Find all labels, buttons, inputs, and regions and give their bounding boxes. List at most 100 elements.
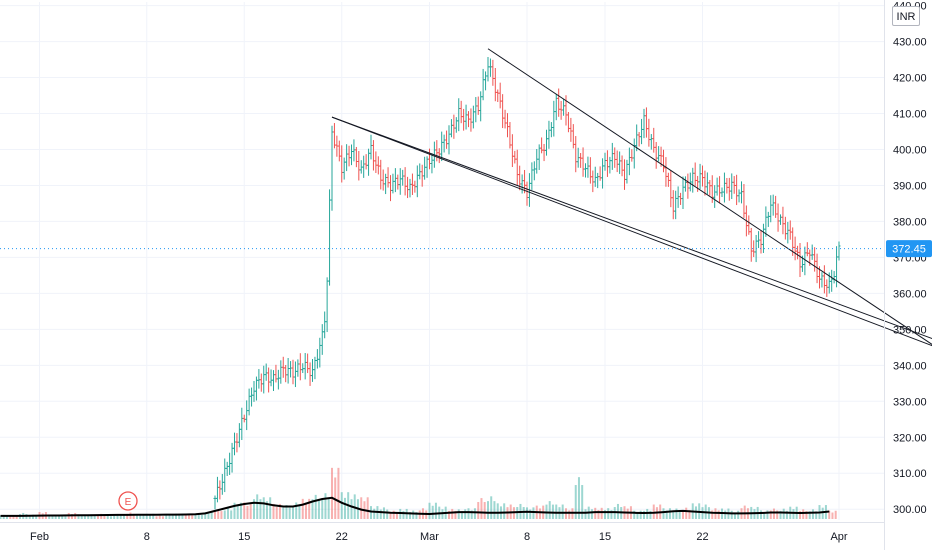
earnings-marker-label: E [125, 497, 132, 508]
time-tick-label: Mar [420, 531, 439, 543]
volume-bar [601, 508, 603, 519]
volume-bar [555, 505, 557, 519]
volume-bar [802, 509, 804, 519]
volume-bar [370, 506, 372, 519]
volume-bar [812, 509, 814, 519]
volume-bar [737, 511, 739, 519]
volume-bar [792, 509, 794, 519]
volume-bar [289, 508, 291, 519]
volume-bar [337, 468, 339, 519]
volume-bar [220, 511, 222, 519]
volume-bar [64, 516, 66, 519]
price-tick-label: 420.00 [893, 73, 927, 85]
time-axis[interactable]: Feb 8 15 22 Mar 8 15 22 Apr [30, 531, 848, 543]
price-tick-label: 410.00 [893, 109, 927, 121]
volume-bar [269, 497, 271, 519]
volume-bar [458, 509, 460, 519]
trendline-upper-2[interactable] [488, 49, 932, 348]
volume-bar [58, 516, 60, 519]
price-tick-label: 400.00 [893, 144, 927, 156]
volume-bar [581, 485, 583, 519]
volume-bar [211, 512, 213, 519]
volume-bar [432, 506, 434, 519]
time-tick-label: 8 [144, 531, 150, 543]
volume-bar [718, 510, 720, 519]
volume-bar [318, 499, 320, 519]
currency-badge[interactable]: INR [892, 6, 920, 26]
volume-bar [367, 497, 369, 519]
volume-bar [292, 506, 294, 519]
volume-bar [503, 503, 505, 519]
earnings-marker[interactable]: E [119, 492, 137, 510]
volume-bar [484, 502, 486, 519]
volume-bar [237, 506, 239, 519]
volume-bar [162, 516, 164, 519]
volume-bar [373, 509, 375, 519]
price-tick-label: 390.00 [893, 180, 927, 192]
price-tick-label: 380.00 [893, 216, 927, 228]
last-price-badge: 372.45 [886, 240, 932, 257]
volume-bar [250, 503, 252, 520]
volume-bar [230, 510, 232, 519]
volume-bar [575, 485, 577, 519]
volume-bar [591, 509, 593, 519]
volume-bar [315, 495, 317, 519]
volume-bar [298, 506, 300, 519]
volume-bar [731, 511, 733, 519]
volume-bar [185, 515, 187, 519]
volume-bar [324, 493, 326, 519]
trendline-layer[interactable] [332, 49, 932, 348]
volume-bar [207, 514, 209, 519]
volume-bar [669, 508, 671, 519]
volume-bar [532, 507, 534, 519]
time-tick-label: 22 [696, 531, 708, 543]
volume-bar [468, 508, 470, 519]
volume-bar [477, 502, 479, 519]
volume-bar [224, 510, 226, 519]
price-tick-label: 360.00 [893, 288, 927, 300]
price-tick-label: 430.00 [893, 37, 927, 49]
volume-bar [497, 503, 499, 519]
time-tick-label: Feb [30, 531, 49, 543]
time-tick-label: 15 [599, 531, 611, 543]
time-tick-label: 15 [238, 531, 250, 543]
volume-bar [113, 516, 115, 519]
volume-bar [474, 508, 476, 519]
volume-bar [783, 509, 785, 519]
volume-bar [107, 516, 109, 519]
volume-bar [195, 515, 197, 519]
price-tick-label: 350.00 [893, 324, 927, 336]
volume-bar [822, 508, 824, 519]
volume-bar [435, 503, 437, 519]
volume-bar [110, 516, 112, 519]
volume-bar [493, 501, 495, 519]
volume-bar [344, 498, 346, 519]
volume-bar [214, 511, 216, 519]
volume-bar [276, 507, 278, 519]
volume-bar [480, 498, 482, 519]
volume-bar [627, 509, 629, 519]
volume-bar [568, 510, 570, 519]
volume-bar [227, 508, 229, 519]
volume-bar [562, 505, 564, 519]
volume-bar [526, 507, 528, 519]
volume-bar [331, 468, 333, 519]
volume-bar [549, 501, 551, 519]
volume-bar [711, 510, 713, 519]
volume-bar [305, 503, 307, 519]
volume-bar [256, 494, 258, 519]
price-tick-label: 320.00 [893, 432, 927, 444]
volume-bar [490, 496, 492, 519]
volume-bar [835, 511, 837, 519]
volume-bar [156, 516, 158, 519]
volume-bar [386, 510, 388, 519]
volume-bar [675, 509, 677, 519]
volume-bar [451, 509, 453, 519]
volume-bar [831, 513, 833, 520]
volume-bar [341, 492, 343, 519]
volume-bar [464, 509, 466, 519]
volume-bar [351, 499, 353, 519]
price-axis[interactable]: 300.00 310.00 320.00 330.00 340.00 350.00 360.… [893, 1, 927, 517]
